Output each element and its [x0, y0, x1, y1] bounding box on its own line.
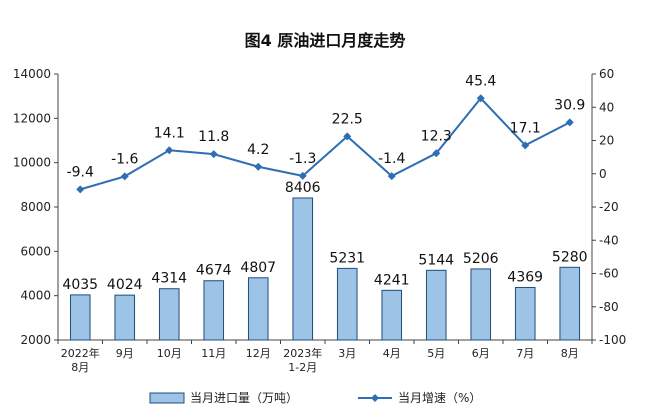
left-tick-label: 10000 — [13, 156, 51, 170]
growth-value-label: -1.6 — [111, 151, 138, 167]
category-label: 11月 — [201, 347, 226, 360]
import-bar — [158, 288, 180, 341]
growth-point — [387, 172, 396, 181]
import-bar — [114, 294, 136, 341]
import-bar — [247, 277, 269, 341]
growth-polyline — [79, 96, 571, 191]
right-tick-label: 0 — [599, 167, 607, 181]
category-label: 7月 — [516, 347, 534, 360]
left-tick-label: 4000 — [20, 289, 51, 303]
right-tick-label: -40 — [599, 233, 619, 247]
left-tick-label: 8000 — [20, 200, 51, 214]
right-tick-label: 40 — [599, 100, 614, 114]
category-label: 2022年 8月 — [61, 346, 100, 374]
growth-point — [254, 162, 263, 171]
right-tick-label: -80 — [599, 300, 619, 314]
chart-title: 图4 原油进口月度走势 — [245, 31, 406, 50]
left-tick-label: 2000 — [20, 333, 51, 347]
import-bar — [559, 266, 581, 341]
legend: 当月进口量（万吨） 当月增速（%） — [149, 391, 481, 405]
left-tick-label: 12000 — [13, 111, 51, 125]
bar-value-label: 4241 — [374, 272, 410, 288]
growth-value-label: 14.1 — [154, 125, 185, 141]
legend-bar-swatch — [149, 392, 185, 404]
bar-value-label: 5231 — [329, 250, 365, 266]
growth-value-label: 11.8 — [198, 129, 229, 145]
category-label: 5月 — [427, 347, 445, 360]
bar-value-label: 4369 — [507, 269, 543, 285]
growth-point — [432, 149, 441, 158]
growth-value-label: 45.4 — [465, 73, 496, 89]
bar-value-label: 8406 — [285, 180, 321, 196]
bar-value-label: 4024 — [107, 277, 143, 293]
bars — [69, 197, 581, 341]
right-tick-label: -20 — [599, 200, 619, 214]
bar-value-label: 5144 — [418, 252, 454, 268]
growth-point — [165, 146, 174, 155]
growth-point — [76, 185, 85, 194]
category-label: 8月 — [561, 347, 579, 360]
data-labels: 4035 4024 4314 4674 4807 8406 5231 4241 5144 5206… — [62, 73, 587, 293]
bar-value-label: 5280 — [552, 249, 588, 265]
growth-value-label: 12.3 — [421, 128, 452, 144]
bar-value-label: 4807 — [240, 260, 276, 276]
growth-value-label: 30.9 — [554, 97, 585, 113]
category-label: 12月 — [246, 347, 271, 360]
growth-point — [343, 132, 352, 141]
growth-point — [476, 94, 485, 103]
import-bar — [514, 286, 536, 341]
legend-line-marker — [371, 394, 379, 402]
category-label: 4月 — [383, 347, 401, 360]
category-label: 2023年 1-2月 — [283, 346, 322, 374]
growth-point — [209, 150, 218, 159]
growth-point — [521, 141, 530, 150]
bar-value-label: 4314 — [151, 271, 187, 287]
import-bar — [203, 280, 225, 341]
import-bar — [292, 197, 314, 341]
growth-value-label: 4.2 — [247, 142, 269, 158]
bar-value-label: 4035 — [62, 277, 98, 293]
right-tick-label: 20 — [599, 134, 614, 148]
legend-line-label: 当月增速（%） — [398, 391, 481, 405]
import-bar — [381, 289, 403, 341]
import-bar — [470, 268, 492, 341]
left-tick-label: 14000 — [13, 67, 51, 81]
growth-value-label: -1.4 — [378, 151, 405, 167]
category-label: 3月 — [338, 347, 356, 360]
import-bar — [69, 294, 91, 341]
growth-value-label: -9.4 — [67, 164, 94, 180]
category-label: 10月 — [157, 347, 182, 360]
left-tick-label: 6000 — [20, 244, 51, 258]
import-bar — [336, 267, 358, 341]
growth-point — [565, 118, 574, 127]
right-tick-label: -60 — [599, 267, 619, 281]
bar-value-label: 4674 — [196, 263, 232, 279]
right-tick-label: 60 — [599, 67, 614, 81]
category-label: 6月 — [472, 347, 490, 360]
growth-value-label: 17.1 — [510, 120, 541, 136]
growth-value-label: 22.5 — [332, 111, 363, 127]
growth-point — [298, 171, 307, 180]
right-tick-label: -100 — [599, 333, 626, 347]
growth-value-label: -1.3 — [289, 151, 316, 167]
bar-value-label: 5206 — [463, 251, 499, 267]
import-bar — [425, 269, 447, 341]
growth-line — [76, 94, 574, 194]
legend-bar-label: 当月进口量（万吨） — [190, 391, 298, 405]
growth-point — [120, 172, 129, 181]
axes: 2000 4000 6000 8000 10000 12000 14000 -100 -80 -6… — [13, 67, 626, 374]
category-label: 9月 — [116, 347, 134, 360]
